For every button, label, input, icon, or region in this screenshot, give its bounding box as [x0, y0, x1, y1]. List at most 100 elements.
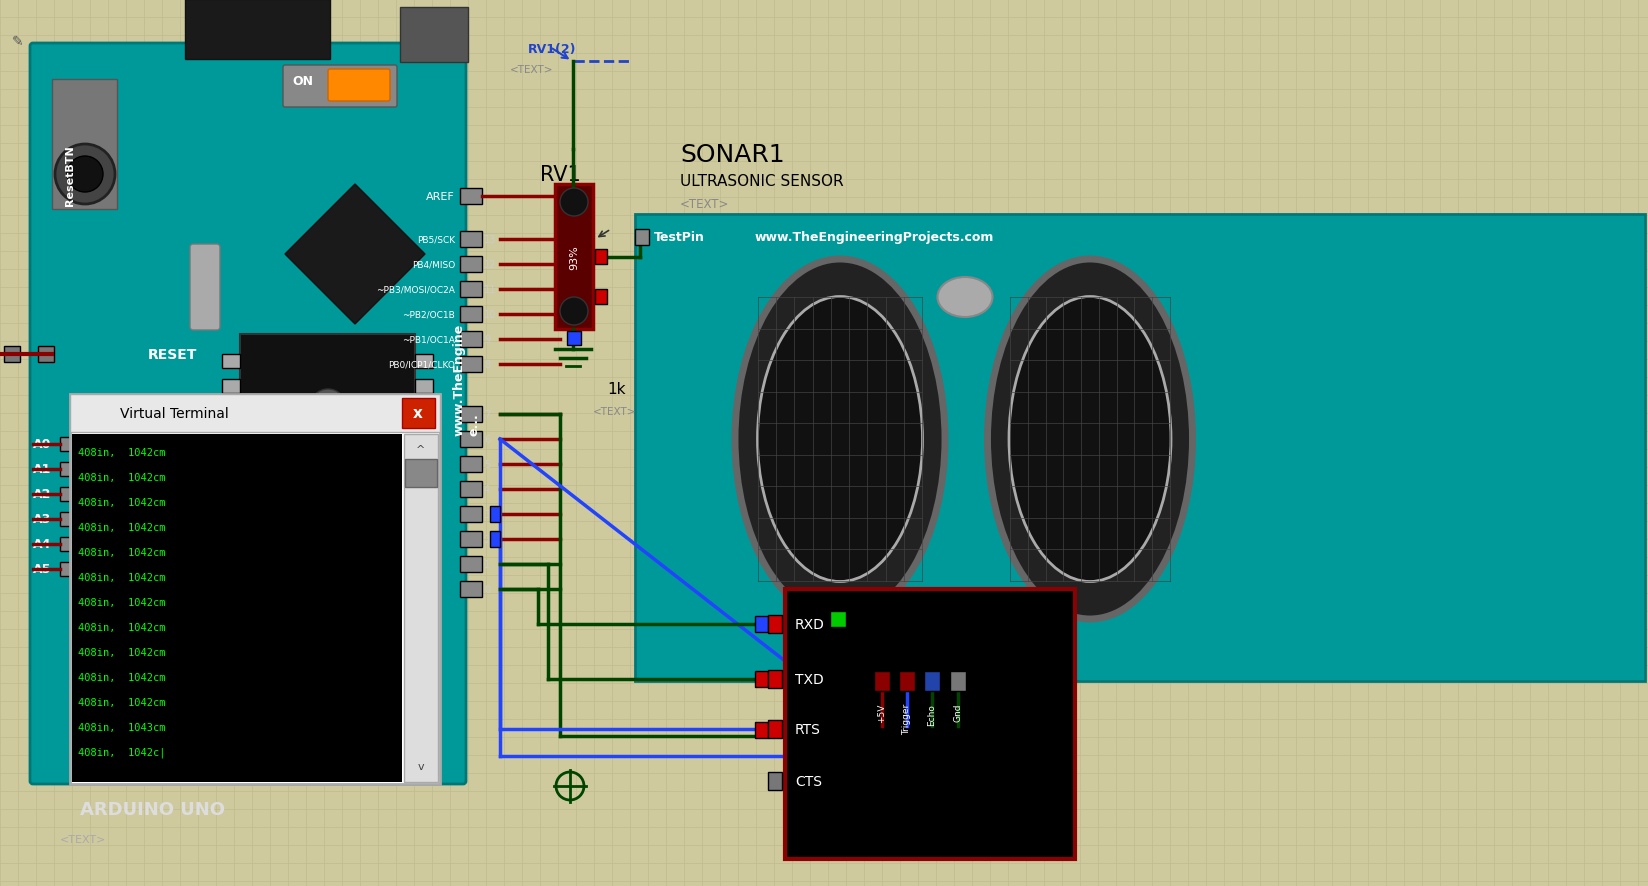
FancyBboxPatch shape	[460, 481, 481, 497]
Circle shape	[560, 298, 588, 326]
FancyBboxPatch shape	[59, 438, 74, 452]
FancyBboxPatch shape	[460, 282, 481, 298]
FancyBboxPatch shape	[405, 460, 437, 487]
FancyBboxPatch shape	[567, 331, 580, 346]
Circle shape	[560, 189, 588, 217]
Text: 93%: 93%	[569, 245, 578, 269]
FancyBboxPatch shape	[634, 229, 649, 245]
FancyBboxPatch shape	[222, 430, 241, 444]
FancyBboxPatch shape	[74, 538, 97, 551]
FancyBboxPatch shape	[415, 354, 433, 369]
FancyBboxPatch shape	[74, 438, 97, 452]
FancyBboxPatch shape	[415, 379, 433, 393]
Text: 408in,  1042cm: 408in, 1042cm	[77, 697, 165, 707]
FancyBboxPatch shape	[555, 185, 593, 330]
FancyBboxPatch shape	[489, 507, 499, 523]
Ellipse shape	[1009, 297, 1170, 582]
FancyBboxPatch shape	[595, 250, 606, 265]
Text: RV1(2): RV1(2)	[527, 43, 577, 57]
Text: RV1: RV1	[539, 165, 580, 185]
Text: 408in,  1042cm: 408in, 1042cm	[77, 548, 165, 557]
Text: A0: A0	[33, 438, 51, 451]
FancyBboxPatch shape	[74, 512, 97, 526]
Text: ^: ^	[415, 445, 425, 455]
Text: ULTRASONIC SENSOR: ULTRASONIC SENSOR	[679, 175, 844, 190]
FancyBboxPatch shape	[59, 538, 74, 551]
FancyBboxPatch shape	[283, 66, 397, 108]
Text: A3: A3	[33, 513, 51, 526]
Text: x: x	[412, 406, 422, 421]
Text: PB4/MISO: PB4/MISO	[412, 260, 455, 269]
FancyBboxPatch shape	[634, 214, 1645, 681]
Text: 3: 3	[485, 509, 489, 519]
Text: 408in,  1042cm: 408in, 1042cm	[77, 447, 165, 457]
Polygon shape	[285, 185, 425, 324]
Text: 11: 11	[485, 284, 496, 295]
Text: <TEXT>: <TEXT>	[509, 65, 554, 75]
FancyBboxPatch shape	[898, 672, 915, 691]
Text: RTS: RTS	[794, 722, 821, 736]
Text: ~PB3/MOSI/OC2A: ~PB3/MOSI/OC2A	[376, 285, 455, 294]
Circle shape	[68, 157, 102, 193]
FancyBboxPatch shape	[460, 331, 481, 347]
Text: www.TheEngine
e...: www.TheEngine e...	[453, 323, 481, 436]
Text: 408in,  1043cm: 408in, 1043cm	[77, 722, 165, 732]
Text: Gnd: Gnd	[953, 703, 962, 722]
FancyBboxPatch shape	[460, 431, 481, 447]
FancyBboxPatch shape	[59, 512, 74, 526]
FancyBboxPatch shape	[328, 70, 391, 102]
FancyBboxPatch shape	[949, 672, 966, 691]
Text: 1: 1	[485, 559, 489, 570]
Text: 4: 4	[485, 485, 489, 494]
FancyBboxPatch shape	[460, 232, 481, 248]
FancyBboxPatch shape	[460, 507, 481, 523]
FancyBboxPatch shape	[595, 290, 606, 305]
Text: ARDUINO UNO: ARDUINO UNO	[81, 800, 224, 818]
FancyBboxPatch shape	[222, 455, 241, 469]
Text: SONAR1: SONAR1	[679, 143, 784, 167]
Ellipse shape	[987, 260, 1192, 619]
Text: ON: ON	[292, 75, 313, 88]
Circle shape	[310, 390, 346, 425]
Text: 12: 12	[485, 260, 496, 269]
Ellipse shape	[756, 297, 921, 582]
Text: ResetBTN: ResetBTN	[64, 144, 74, 206]
FancyBboxPatch shape	[69, 394, 440, 432]
Text: 408in,  1042cm: 408in, 1042cm	[77, 648, 165, 657]
Text: 0: 0	[485, 585, 489, 595]
Text: Trigger: Trigger	[901, 703, 911, 734]
FancyBboxPatch shape	[241, 335, 415, 479]
Text: 408in,  1042cm: 408in, 1042cm	[77, 672, 165, 682]
FancyBboxPatch shape	[53, 80, 117, 210]
Ellipse shape	[938, 277, 992, 318]
Text: AREF: AREF	[425, 191, 455, 202]
FancyBboxPatch shape	[400, 8, 468, 63]
Circle shape	[54, 144, 115, 205]
FancyBboxPatch shape	[59, 462, 74, 477]
FancyBboxPatch shape	[222, 354, 241, 369]
Text: PB5/SCK: PB5/SCK	[417, 236, 455, 245]
Text: 408in,  1042cm: 408in, 1042cm	[77, 523, 165, 532]
FancyBboxPatch shape	[923, 672, 939, 691]
FancyBboxPatch shape	[489, 532, 499, 548]
Text: A2: A2	[33, 488, 51, 501]
FancyBboxPatch shape	[190, 245, 219, 330]
Text: +5V: +5V	[877, 703, 887, 723]
Text: 6: 6	[485, 434, 489, 445]
FancyBboxPatch shape	[30, 44, 466, 784]
FancyBboxPatch shape	[74, 563, 97, 577]
Text: 7: 7	[485, 409, 489, 420]
Text: TestPin: TestPin	[654, 231, 704, 245]
Text: A1: A1	[33, 463, 51, 476]
FancyBboxPatch shape	[755, 617, 768, 633]
Ellipse shape	[735, 260, 944, 619]
FancyBboxPatch shape	[74, 487, 97, 501]
FancyBboxPatch shape	[73, 434, 402, 782]
Text: 408in,  1042c|: 408in, 1042c|	[77, 747, 165, 758]
Text: 1k: 1k	[606, 382, 625, 397]
Text: 408in,  1042cm: 408in, 1042cm	[77, 497, 165, 508]
FancyBboxPatch shape	[768, 615, 781, 633]
Text: 8: 8	[485, 360, 489, 369]
FancyBboxPatch shape	[873, 672, 890, 691]
FancyBboxPatch shape	[59, 487, 74, 501]
